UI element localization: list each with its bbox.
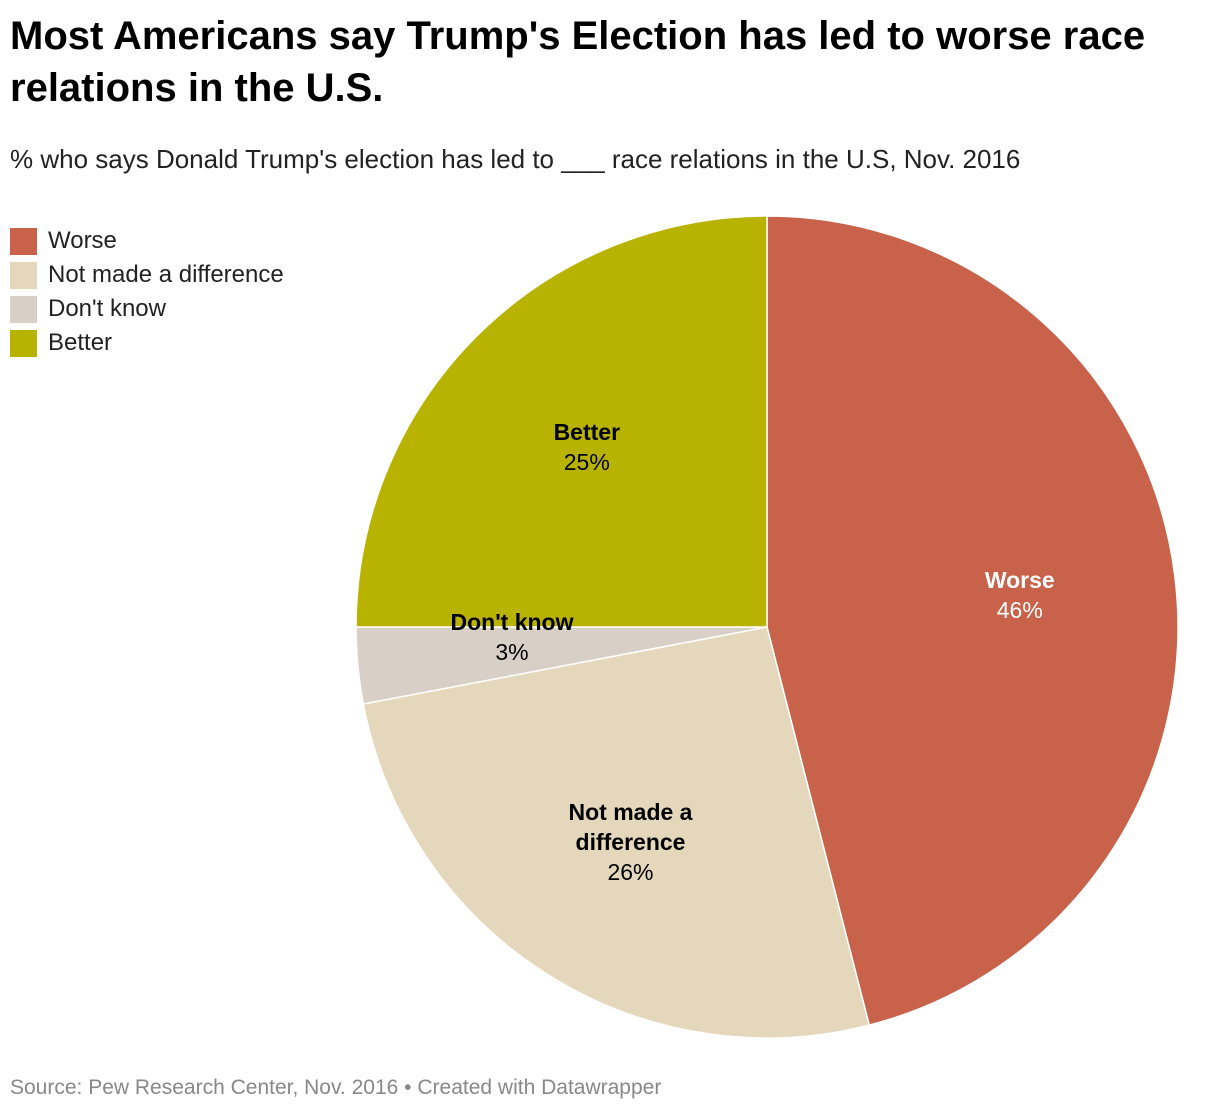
slice-label-worse: Worse 46% [985,567,1055,623]
slice-label-name: difference [576,829,686,855]
source-note: Source: Pew Research Center, Nov. 2016 [10,1076,399,1099]
slice-label-value: 46% [997,597,1043,623]
slice-label-don-t-know: Don't know 3% [450,609,573,665]
credit-link[interactable]: Created with Datawrapper [417,1076,662,1099]
legend-swatch-worse [10,227,37,255]
legend-label-dont-know: Don't know [48,295,166,322]
footer-separator: • [404,1076,412,1099]
slice-label-name: Worse [985,567,1055,593]
legend-item-dont-know: Don't know [10,292,284,326]
legend-swatch-not-made-a-difference [10,261,37,289]
legend-swatch-better [10,329,37,357]
legend-item-better: Better [10,326,284,360]
chart-title: Most Americans say Trump's Election has … [10,14,1146,110]
slice-label-value: 25% [564,449,610,475]
pie-slice-not-made-a-difference [362,626,871,1039]
chart-footer: Source: Pew Research Center, Nov. 2016 •… [10,1076,661,1100]
legend-swatch-dont-know [10,295,37,323]
pie-slice-worse [766,215,1179,1027]
legend-label-better: Better [48,329,113,356]
slice-label-better: Better 25% [554,419,621,475]
slice-label-value: 26% [607,859,653,885]
legend-item-not-made-a-difference: Not made a difference [10,258,284,292]
slice-label-name: Don't know [450,609,573,635]
slice-label-not-made-a-difference: Not made a difference 26% [569,799,693,885]
legend-label-worse: Worse [48,227,117,254]
slice-label-value: 3% [495,639,528,665]
legend: Worse Not made a difference Don't know B… [10,224,284,360]
pie-slices [355,215,1179,1039]
pie-chart: Worse 46% Not made a difference 26% Don't kno… [355,215,1179,1039]
legend-item-worse: Worse [10,224,284,258]
legend-label-not-made-a-difference: Not made a difference [48,261,284,288]
chart-subtitle: % who says Donald Trump's election has l… [10,144,1021,174]
slice-label-name: Not made a [569,799,693,825]
pie-slice-better [355,215,768,628]
pie-labels: Worse 46% Not made a difference 26% Don't kno… [450,419,1054,885]
slice-label-name: Better [554,419,621,445]
